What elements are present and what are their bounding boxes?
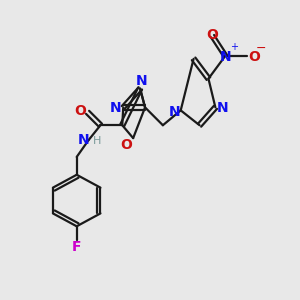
Text: O: O	[75, 104, 87, 118]
Text: N: N	[78, 133, 89, 147]
Text: −: −	[256, 41, 266, 55]
Text: N: N	[169, 105, 181, 119]
Text: N: N	[110, 101, 121, 116]
Text: O: O	[206, 28, 218, 42]
Text: N: N	[135, 74, 147, 88]
Text: H: H	[93, 136, 102, 146]
Text: N: N	[217, 101, 228, 116]
Text: +: +	[230, 42, 238, 52]
Text: F: F	[72, 240, 81, 254]
Text: O: O	[248, 50, 260, 64]
Text: N: N	[220, 50, 231, 64]
Text: O: O	[120, 138, 132, 152]
